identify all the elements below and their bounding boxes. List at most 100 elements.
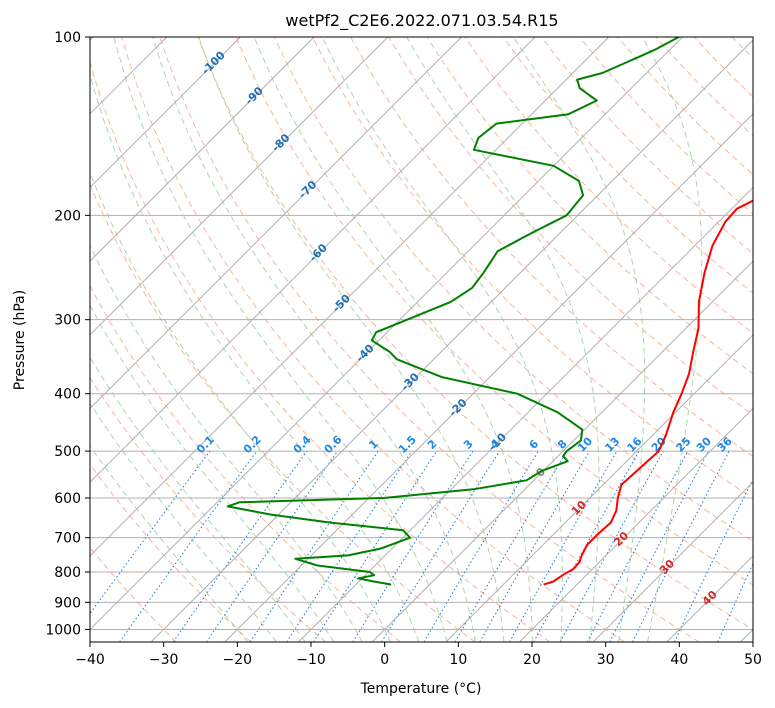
y-tick-label: 400 [54,387,81,403]
plot-area: -100-90-80-70-60-50-40-30-20-10010203040… [90,37,775,642]
x-tick-label: 30 [597,652,615,668]
isotherm [150,39,753,642]
moist-adiabat [90,244,363,642]
dry-adiabat [90,376,327,642]
mixing-ratio-label: 25 [673,435,693,455]
mixing-ratio-label: 0.2 [241,433,264,456]
isotherm-label: -80 [269,131,292,154]
x-tick-label: 20 [523,652,541,668]
y-tick-label: 800 [54,565,81,581]
dry-adiabat [464,37,753,334]
isotherm-label: 40 [700,588,720,608]
moist-adiabat [90,72,420,642]
mixing-ratio-line [559,450,664,642]
y-tick-label: 1000 [45,622,81,638]
y-tick-label: 500 [54,444,81,460]
dry-adiabat [90,60,551,642]
x-tick-label: 50 [744,652,762,668]
y-tick-label: 900 [54,595,81,611]
mixing-ratio-line [286,450,413,642]
mixing-ratio-label: 2 [425,437,440,452]
y-axis-label: Pressure (hPa) [12,290,28,390]
dry-adiabat [273,37,753,543]
x-tick-label: −30 [149,652,179,668]
isotherm [90,37,389,336]
isotherm [90,37,241,189]
mixing-ratio-label: 0.6 [322,433,345,456]
moist-adiabat [512,37,646,642]
moist-adiabat [113,37,448,642]
isotherm-label: -40 [353,342,376,365]
isotherm [90,37,683,631]
y-tick-label: 700 [54,531,81,547]
plot-frame [89,36,754,643]
moist-adiabat [90,356,306,642]
mixing-ratio-line [632,450,730,642]
x-tick-label: 10 [449,652,467,668]
mixing-ratio-line [313,450,438,642]
series-lines [226,37,753,586]
dry-adiabat [770,37,775,642]
mixing-ratio-line [172,450,308,642]
dry-adiabats [90,37,775,642]
dry-adiabat [350,37,753,458]
mixing-ratio-line [352,450,474,642]
isotherm-label: -50 [330,292,353,315]
mixing-ratio-line [533,450,640,642]
mixing-ratio-label: 0.1 [194,433,217,456]
dry-adiabat [235,37,753,586]
isotherm-label: 30 [657,557,677,577]
isotherm [371,260,753,642]
mixing-ratio-line [381,450,500,642]
mixing-ratio-label: 1 [366,437,381,452]
isotherm [740,628,753,642]
y-tick-label: 600 [54,491,81,507]
mixing-ratio-label: 6 [527,437,542,452]
mixing-ratio-label: 1.5 [396,433,419,456]
mixing-ratio-line [90,450,211,615]
moist-adiabat [90,445,248,642]
dry-adiabat [693,37,753,98]
isotherm-label: -20 [446,396,469,419]
moist-adiabat [198,37,505,642]
moist-adiabat [641,37,703,642]
y-tick-label: 300 [54,313,81,329]
isotherm [90,37,315,262]
isotherm-label: -90 [243,84,266,107]
moist-adiabat [406,37,600,642]
x-tick-label: −20 [223,652,253,668]
dewpoint-line [226,37,680,586]
mixing-ratio-line [205,450,338,642]
x-tick-label: 0 [380,652,389,668]
dry-adiabat [90,182,476,642]
dry-adiabat [502,37,753,294]
dry-adiabat [541,37,753,254]
moist-adiabat [90,171,391,642]
dry-adiabat [90,463,252,642]
dry-adiabat [197,37,753,630]
isotherm [90,37,610,557]
isotherm [592,481,753,642]
x-tick-label: 40 [670,652,688,668]
mixing-ratio-line [586,450,689,642]
temperature-line [543,199,753,586]
mixing-ratio-lines [90,450,753,642]
mixing-ratio-line [509,450,618,642]
y-axis: 100 200 300 400 500 600 700 800 900 1000 [45,30,90,638]
isotherm [445,334,753,642]
pressure-gridlines [90,37,753,630]
isotherm-label: 20 [611,529,631,549]
x-axis-label: Temperature (°C) [360,681,482,697]
x-tick-label: −40 [75,652,105,668]
isotherm [519,407,753,642]
moist-adiabat [90,402,277,642]
isotherm [224,113,753,642]
isotherm-label: 10 [569,498,589,518]
isotherm-label: -70 [296,178,319,201]
y-tick-label: 200 [54,208,81,224]
isotherm-label: -30 [399,370,422,393]
dry-adiabat [90,284,401,642]
chart-title: wetPf2_C2E6.2022.071.03.54.R15 [285,11,558,31]
dry-adiabat [655,37,753,137]
